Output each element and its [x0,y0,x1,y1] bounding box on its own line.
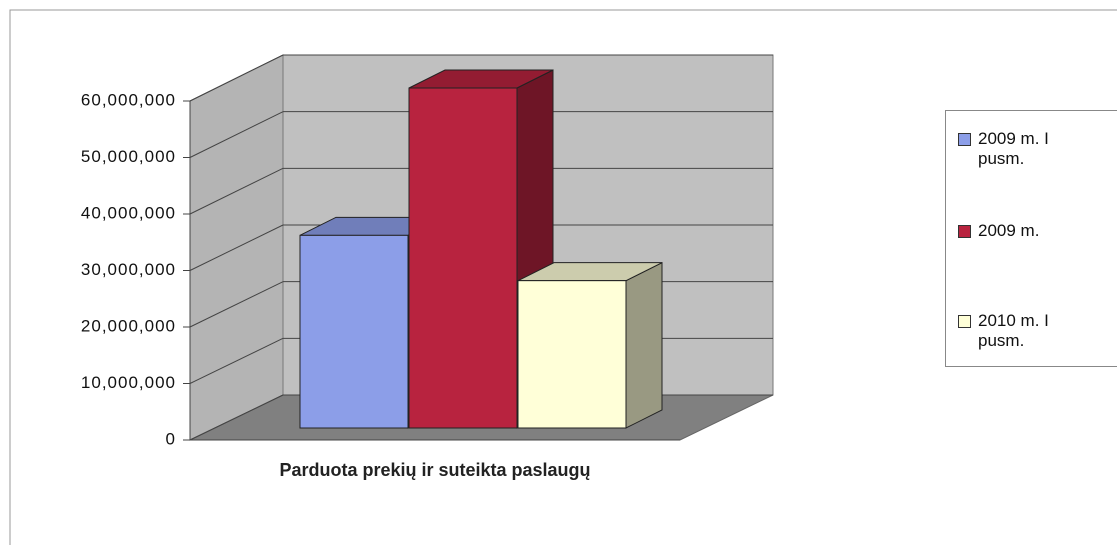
legend-label: 2009 m. I pusm. [978,129,1049,168]
y-tick-label: 30,000,000 [81,260,176,279]
y-tick-label: 60,000,000 [81,90,176,109]
grid-line [189,224,284,271]
category-label: Parduota prekių ir suteikta paslaugų [279,460,591,480]
y-tick-label: 0 [166,429,176,448]
legend-item: 2009 m. I pusm. [958,129,1108,169]
bar [299,234,409,429]
grid-line [189,167,284,215]
bar [517,280,627,429]
grid-line [189,281,284,328]
legend-swatch [958,133,971,146]
y-tick-label: 50,000,000 [81,147,176,166]
legend-label: 2010 m. I pusm. [978,311,1049,350]
legend-swatch [958,225,971,238]
bar-side [625,261,663,429]
legend-swatch [958,315,971,328]
y-tick-label: 20,000,000 [81,316,176,335]
legend-item: 2010 m. I pusm. [958,311,1108,351]
grid-line [189,337,284,384]
y-tick-label: 10,000,000 [81,373,176,392]
legend-item: 2009 m. [958,221,1108,241]
legend-label: 2009 m. [978,221,1040,240]
grid-line [189,54,284,102]
grid-line [189,394,284,441]
legend: 2009 m. I pusm. 2009 m. 2010 m. I pusm. [945,110,1117,367]
bar [408,87,518,429]
grid-line [189,111,284,158]
y-tick-label: 40,000,000 [81,203,176,222]
